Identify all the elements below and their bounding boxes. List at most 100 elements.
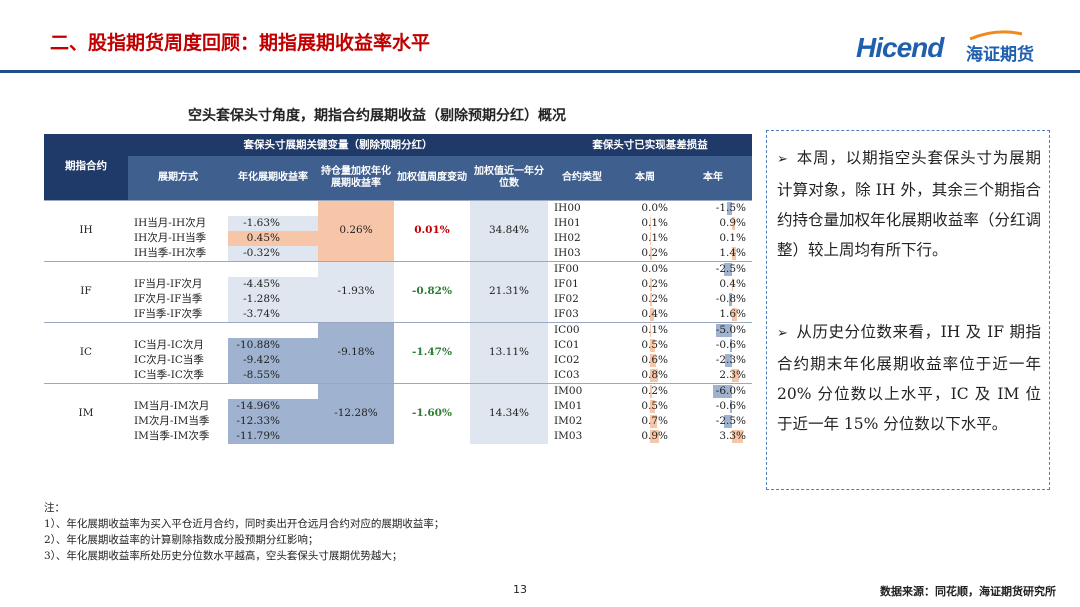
annual-yield-empty: [228, 322, 318, 338]
week-pnl-value: 0.5%: [641, 399, 669, 412]
annual-yield: -12.33%: [228, 413, 318, 429]
page-title: 二、股指期货周度回顾：期指展期收益率水平: [50, 32, 431, 54]
annual-yield: -4.45%: [228, 276, 318, 292]
week-pnl: 0.0%: [616, 200, 674, 216]
contract-type: IC02: [554, 353, 580, 366]
year-pnl-bar: [724, 262, 733, 276]
table-row: IC当季-IC次季 -8.55% IC03 0.8% 2.3%: [44, 367, 752, 383]
footnote-2: 2）、年化展期收益率的计算剔除指数成分股预期分红影响；: [44, 534, 319, 546]
week-pnl: 0.9%: [616, 429, 674, 444]
week-pnl-value: 0.4%: [641, 307, 669, 320]
year-pnl-value: -6.0%: [715, 384, 747, 397]
week-pnl-bar: [650, 368, 659, 382]
year-pnl-value: -1.5%: [715, 201, 747, 214]
year-pnl: 0.9%: [674, 216, 752, 231]
roll-method: IC当月-IC次月: [134, 338, 204, 351]
year-pnl-bar: [724, 414, 733, 428]
year-pnl-value: 1.4%: [719, 246, 747, 259]
year-pnl-value: 0.4%: [719, 277, 747, 290]
annual-yield: 0.45%: [228, 230, 318, 246]
contract-name: IF: [44, 261, 128, 322]
week-pnl-value: 0.0%: [641, 201, 669, 214]
week-pnl: 0.2%: [616, 292, 674, 307]
table-row: IH当月-IH次月 -1.63% IH01 0.1% 0.9%: [44, 215, 752, 231]
year-pnl: -2.3%: [674, 353, 752, 368]
week-pnl-value: 0.2%: [641, 384, 669, 397]
footnote-3: 3）、年化展期收益率所处历史分位数水平越高，空头套保头寸展期优势越大；: [44, 550, 403, 562]
data-source: 数据来源：同花顺，海证期货研究所: [880, 585, 1056, 598]
year-pnl: -6.0%: [674, 383, 752, 399]
annual-yield: -14.96%: [228, 398, 318, 414]
footnotes: 注： 1）、年化展期收益率为买入平仓近月合约，同时卖出开仓远月合约对应的展期收益…: [44, 500, 444, 564]
year-pnl-bar: [732, 307, 738, 321]
contract-name: IH: [44, 200, 128, 261]
week-pnl: 0.1%: [616, 216, 674, 231]
annual-yield: -0.32%: [228, 245, 318, 261]
col-header-this-year: 本年: [674, 156, 753, 200]
col-header-percentile: 加权值近一年分位数: [470, 156, 549, 200]
week-pnl-bar: [650, 231, 652, 245]
year-pnl-value: 0.1%: [719, 231, 747, 244]
weekly-change: 0.01%: [414, 224, 450, 236]
week-pnl: 0.7%: [616, 414, 674, 429]
col-header-weighted-yield: 持仓量加权年化展期收益率: [318, 156, 394, 200]
week-pnl: 0.1%: [616, 231, 674, 246]
year-pnl: 1.4%: [674, 246, 752, 262]
table-row: IF当季-IF次季 -3.74% IF03 0.4% 1.6%: [44, 306, 752, 323]
roll-method-empty: [128, 322, 228, 338]
week-pnl: 0.4%: [616, 307, 674, 323]
annual-yield-empty: [228, 383, 318, 399]
year-pnl-bar: [729, 292, 733, 306]
logo-swoosh-icon: [969, 30, 1023, 40]
table-row: IM -12.28% -1.60% 14.34% IM00 0.2% -6.0%: [44, 383, 753, 444]
year-pnl-bar: [732, 216, 736, 230]
contract-type: IH02: [554, 231, 581, 244]
roll-method-empty: [128, 383, 228, 399]
year-pnl: 0.1%: [674, 231, 752, 246]
year-pnl-bar: [725, 353, 733, 367]
col-header-roll-method: 展期方式: [128, 156, 228, 200]
annual-yield: -10.88%: [228, 337, 318, 353]
week-pnl-value: 0.2%: [641, 246, 669, 259]
roll-method: IF当月-IF次月: [134, 277, 203, 290]
contract-name: IC: [44, 322, 128, 383]
arrow-bullet-icon: ➢: [777, 152, 788, 167]
logo-cn-name: 海证期货: [966, 45, 1034, 65]
year-pnl-bar: [732, 429, 744, 443]
weekly-change: -1.47%: [412, 346, 452, 358]
table-row: IH 0.26% 0.01% 34.84% IH00 0.0% -1.5%: [44, 200, 753, 261]
contract-type: IC01: [554, 338, 580, 351]
weighted-yield: -12.28%: [318, 383, 394, 444]
week-pnl-bar: [650, 353, 657, 367]
week-pnl-value: 0.8%: [641, 368, 669, 381]
footnote-heading: 注：: [44, 502, 65, 514]
roll-method-empty: [128, 261, 228, 277]
year-pnl-bar: [730, 399, 733, 413]
week-pnl: 0.2%: [616, 383, 674, 399]
roll-method: IF当季-IF次季: [134, 307, 203, 320]
group-header-right: 套保头寸已实现基差损益: [548, 134, 753, 156]
percentile: 34.84%: [470, 200, 549, 261]
week-pnl-bar: [650, 384, 653, 398]
annual-yield: -11.79%: [228, 428, 318, 444]
contract-type: IC03: [554, 368, 580, 381]
annual-yield: -8.55%: [228, 367, 318, 383]
year-pnl-value: -2.3%: [715, 353, 747, 366]
table-row: IM当月-IM次月 -14.96% IM01 0.5% -0.6%: [44, 398, 752, 414]
contract-type: IF03: [554, 307, 579, 320]
week-pnl-value: 0.6%: [641, 353, 669, 366]
col-header-this-week: 本周: [616, 156, 675, 200]
year-pnl: 0.4%: [674, 277, 752, 292]
year-pnl-value: -0.8%: [715, 292, 747, 305]
table-row: IC次月-IC当季 -9.42% IC02 0.6% -2.3%: [44, 352, 752, 368]
week-pnl-value: 0.5%: [641, 338, 669, 351]
contract-type: IF01: [554, 277, 579, 290]
roll-method: IC当季-IC次季: [134, 368, 204, 381]
year-pnl: -1.5%: [674, 200, 752, 216]
week-pnl-bar: [650, 292, 653, 306]
week-pnl-value: 0.2%: [641, 277, 669, 290]
year-pnl-bar: [732, 368, 740, 382]
commentary-point-2: ➢ 从历史分位数来看，IH 及 IF 期指合约期末年化展期收益率位于近一年 20%…: [777, 323, 1041, 433]
table-row: IC -9.18% -1.47% 13.11% IC00 0.1% -5.0%: [44, 322, 753, 383]
roll-method-empty: [128, 200, 228, 216]
